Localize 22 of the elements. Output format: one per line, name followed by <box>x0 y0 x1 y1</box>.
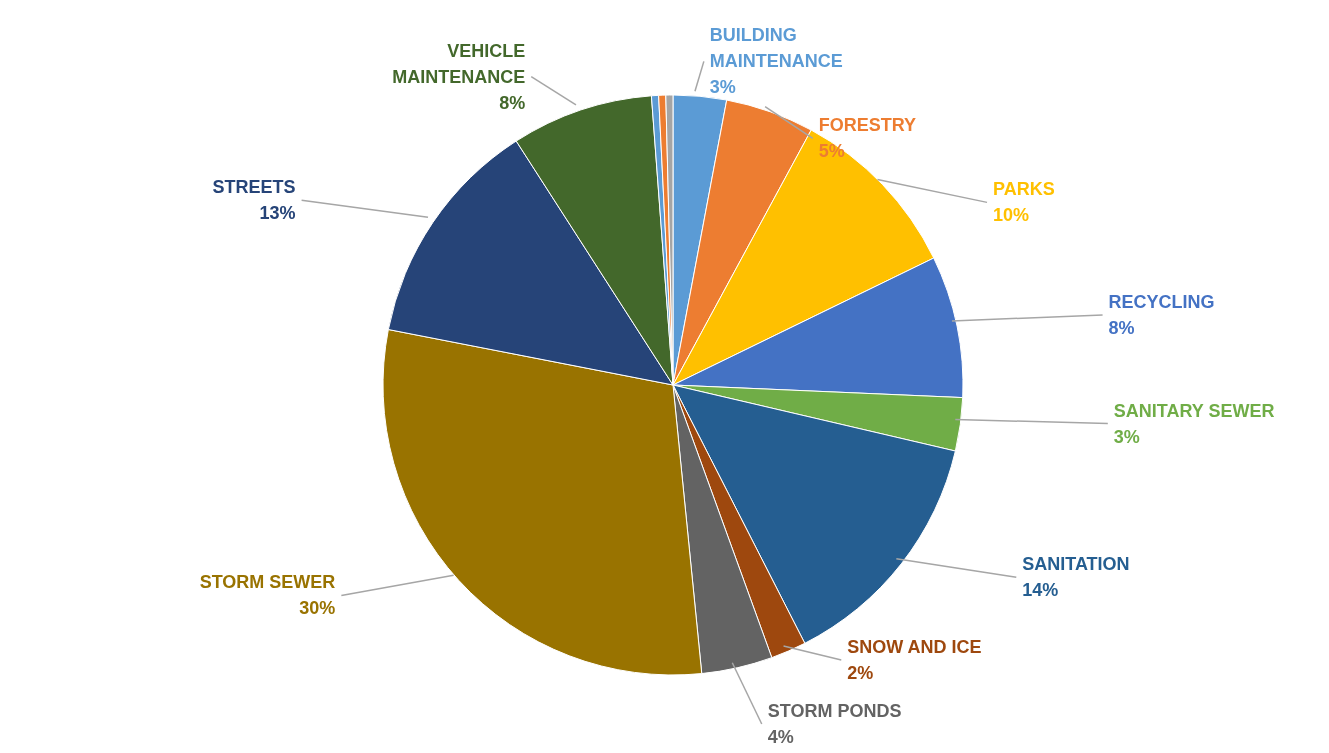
data-label: 8% <box>1108 317 1135 338</box>
data-label: 14% <box>1022 580 1059 601</box>
slice-label: VEHICLE MAINTENANCE <box>392 40 526 87</box>
slice-label: FORESTRY <box>818 115 917 136</box>
slice-label: SANITARY SEWER <box>1113 400 1275 421</box>
data-label: 30% <box>299 598 336 619</box>
data-label: 13% <box>259 203 296 224</box>
slice-label: RECYCLING <box>1108 291 1215 312</box>
slice-label: PARKS <box>993 179 1055 200</box>
data-label: 5% <box>818 141 845 162</box>
slice-label: SANITATION <box>1022 554 1130 575</box>
data-label: 8% <box>499 92 526 113</box>
slice-label: SNOW AND ICE <box>847 637 982 657</box>
data-label: 2% <box>847 663 874 683</box>
data-label: 3% <box>709 77 736 98</box>
slice-label: STREETS <box>212 177 296 198</box>
slice-label: STORM SEWER <box>199 572 336 593</box>
slice-label: BUILDING MAINTENANCE <box>709 25 843 72</box>
data-label: 10% <box>993 205 1030 226</box>
slice-label: STORM PONDS <box>767 701 902 721</box>
data-label: 3% <box>1113 426 1140 447</box>
data-label: 4% <box>767 727 794 747</box>
